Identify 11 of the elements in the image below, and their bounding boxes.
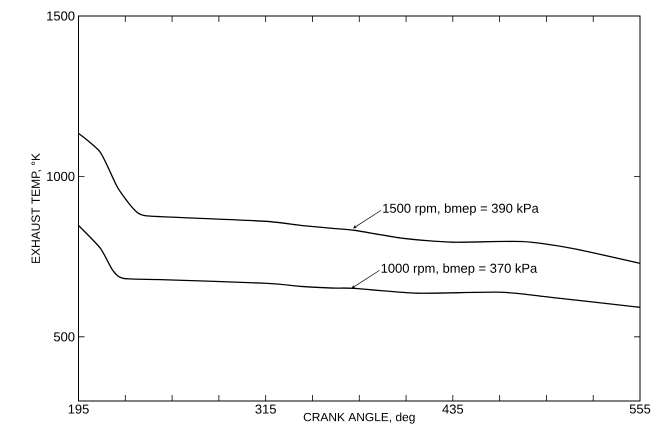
- annotation: 1000 rpm, bmep = 370 kPa: [382, 263, 538, 276]
- y-tick-label: 1000: [47, 172, 74, 181]
- x-tick-label: 315: [255, 404, 276, 414]
- x-tick-label: 195: [68, 404, 89, 414]
- y-tick-label: 500: [54, 332, 74, 342]
- x-tick-label: 435: [442, 404, 464, 414]
- y-tick-label: 1500: [47, 11, 74, 21]
- annotation: 1500 rpm, bmep = 390 kPa: [383, 203, 539, 216]
- x-axis-title: CRANK ANGLE, deg: [304, 412, 415, 424]
- x-tick-label: 555: [630, 404, 650, 414]
- y-axis-title: EXHAUST TEMP, °K: [31, 153, 42, 263]
